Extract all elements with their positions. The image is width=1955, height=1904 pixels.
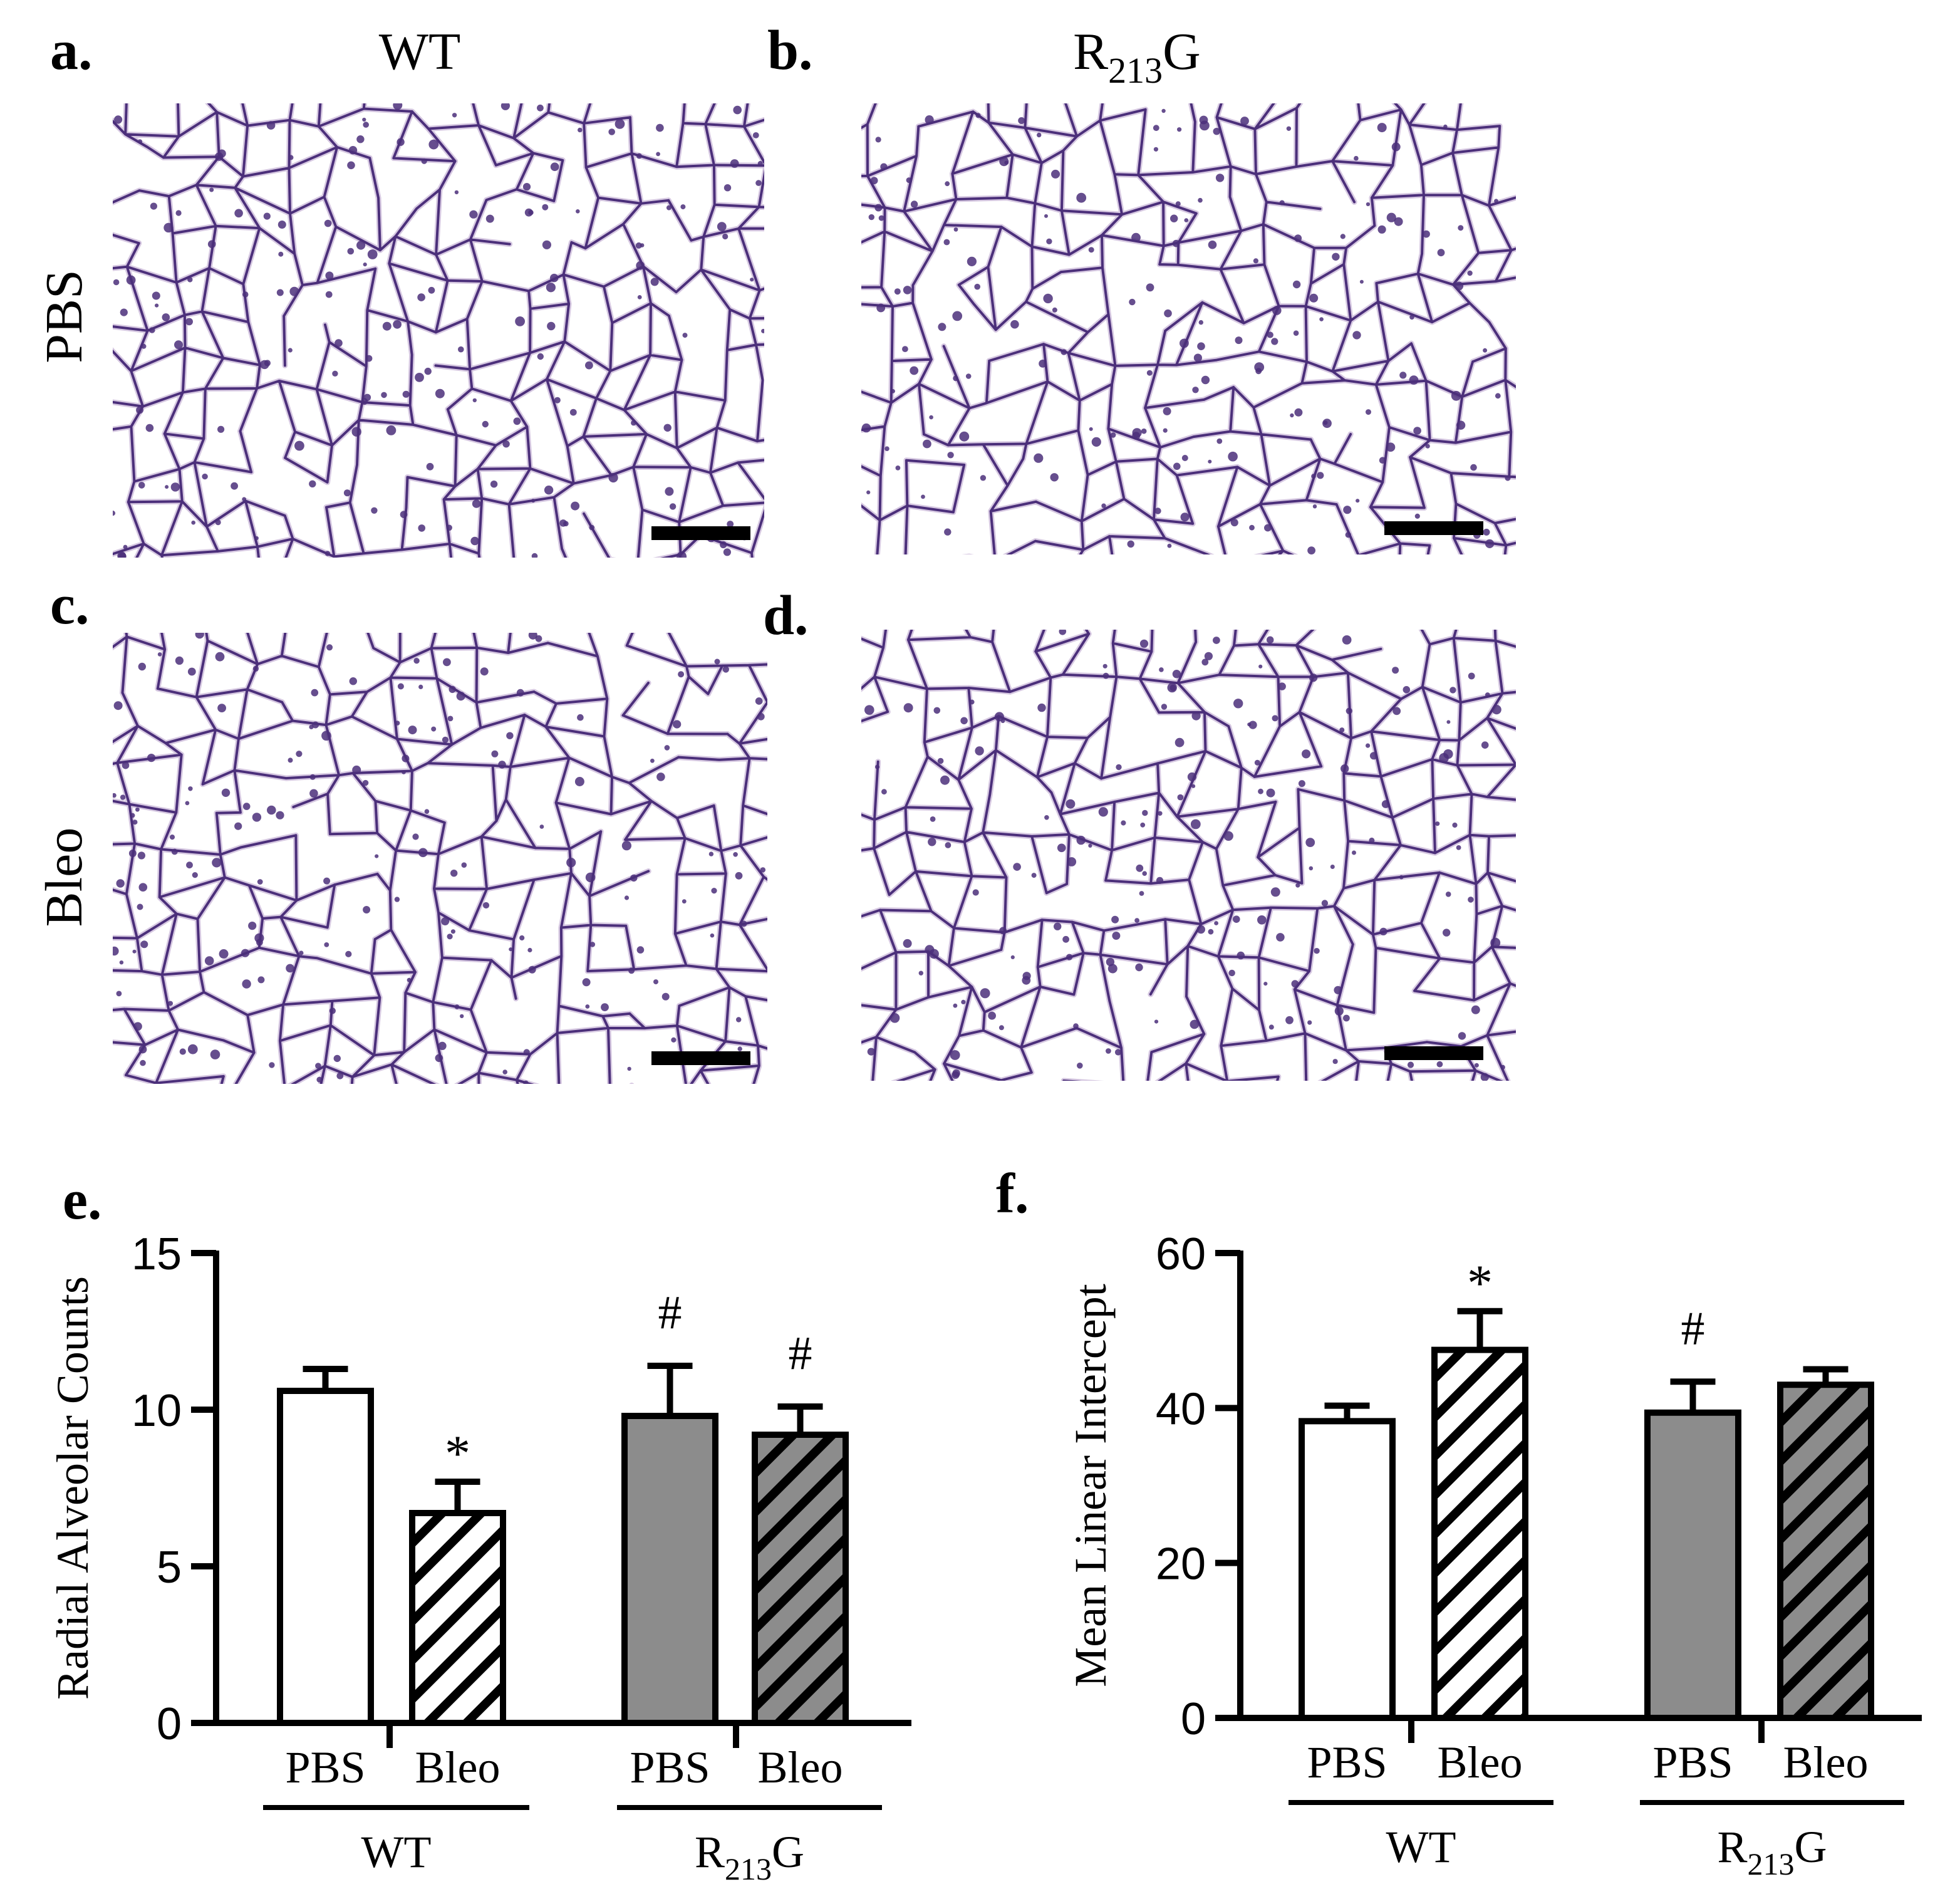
group-label: WT xyxy=(1386,1822,1456,1872)
panel-label-e: e. xyxy=(63,1169,101,1231)
bar xyxy=(1431,1346,1528,1721)
chart-radial-alveolar-counts: 0 5 10 15 Radial Alveolar Counts PBS * Bleo # PBS… xyxy=(48,1229,911,1886)
row-label-pbs: PBS xyxy=(35,269,93,363)
panel-label-b: b. xyxy=(767,19,813,81)
y-tick-label: 60 xyxy=(1156,1229,1206,1279)
bar xyxy=(1777,1381,1874,1722)
row-label-bleo: Bleo xyxy=(35,828,93,927)
lung-histology-image-b xyxy=(861,103,1516,554)
x-category-label: Bleo xyxy=(1438,1737,1523,1787)
x-category-label: PBS xyxy=(285,1742,365,1792)
mutant-tail: G xyxy=(1163,23,1201,81)
bar xyxy=(1299,1418,1396,1722)
bar xyxy=(1644,1409,1741,1722)
column-header-mutant: R213G xyxy=(1073,23,1201,91)
bar xyxy=(752,1432,849,1726)
tissue-network-a xyxy=(113,103,764,558)
lung-histology-image-c xyxy=(113,633,767,1084)
panel-label-d: d. xyxy=(763,585,809,647)
group-label: WT xyxy=(361,1827,432,1877)
column-header-wt: WT xyxy=(379,23,461,81)
mutant-sub: 213 xyxy=(1108,50,1163,91)
x-category-label: Bleo xyxy=(1783,1737,1869,1787)
y-tick-label: 0 xyxy=(1181,1694,1206,1744)
group-label: R213G xyxy=(695,1827,804,1886)
tissue-network-b xyxy=(861,103,1516,554)
y-tick-label: 0 xyxy=(157,1699,182,1749)
significance-mark: * xyxy=(1467,1254,1493,1311)
x-category-label: Bleo xyxy=(758,1742,843,1792)
group-label: R213G xyxy=(1717,1822,1827,1881)
y-tick-label: 20 xyxy=(1156,1539,1206,1589)
bar xyxy=(409,1510,506,1726)
significance-mark: * xyxy=(445,1425,470,1482)
lung-histology-image-d xyxy=(861,630,1516,1081)
lung-histology-image-a xyxy=(113,103,764,558)
significance-mark: # xyxy=(658,1286,682,1339)
significance-mark: # xyxy=(789,1327,812,1380)
x-category-label: Bleo xyxy=(415,1742,500,1792)
scale-bar-a xyxy=(651,526,750,540)
significance-mark: # xyxy=(1681,1302,1705,1355)
panel-label-a: a. xyxy=(50,19,93,81)
tissue-network-c xyxy=(113,633,767,1084)
y-tick-label: 40 xyxy=(1156,1384,1206,1434)
y-axis-label: Radial Alveolar Counts xyxy=(48,1276,98,1700)
y-tick-label: 10 xyxy=(132,1386,182,1436)
x-category-label: PBS xyxy=(630,1742,710,1792)
scale-bar-b xyxy=(1384,521,1483,535)
mutant-base: R xyxy=(1073,23,1108,81)
tissue-network-d xyxy=(861,630,1516,1081)
y-axis-label: Mean Linear Intercept xyxy=(1066,1284,1116,1687)
y-tick-label: 15 xyxy=(132,1229,182,1279)
scale-bar-c xyxy=(651,1051,750,1065)
panel-label-c: c. xyxy=(50,574,89,636)
chart-mean-linear-intercept: 0 20 40 60 Mean Linear Intercept PBS * Bleo # PBS… xyxy=(1066,1229,1922,1881)
y-tick-label: 5 xyxy=(157,1542,182,1593)
bar xyxy=(621,1413,718,1726)
x-category-label: PBS xyxy=(1307,1737,1387,1787)
scale-bar-d xyxy=(1384,1046,1483,1060)
bar xyxy=(277,1388,374,1726)
x-category-label: PBS xyxy=(1652,1737,1733,1787)
panel-label-f: f. xyxy=(996,1163,1029,1225)
